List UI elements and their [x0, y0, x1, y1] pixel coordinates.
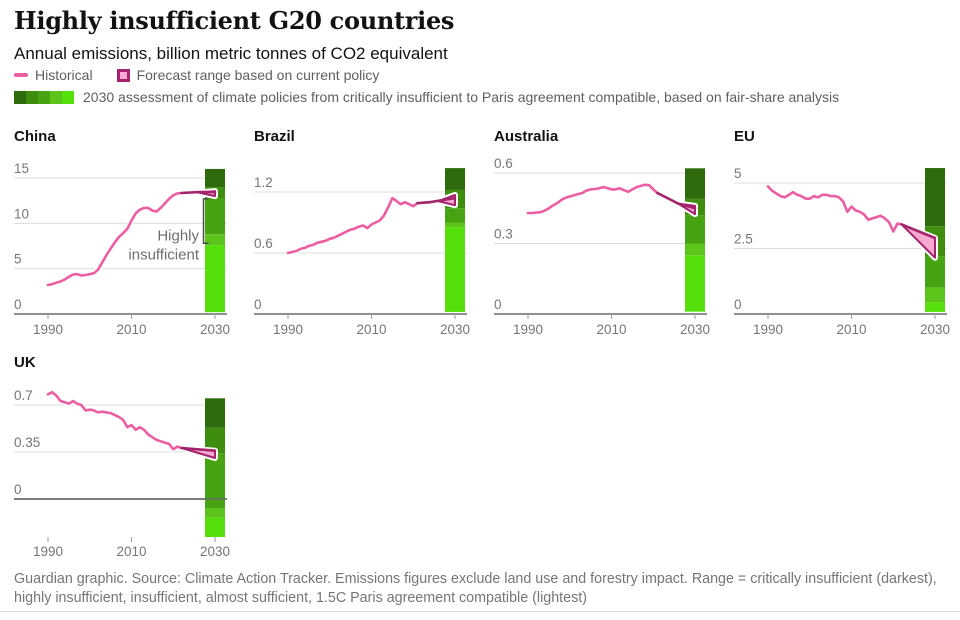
chart-plot: 0 0.3 0.6 1990 2010 2030 — [494, 158, 710, 337]
svg-text:2030: 2030 — [200, 322, 230, 337]
svg-text:0.3: 0.3 — [494, 227, 513, 242]
forecast-line — [656, 191, 697, 210]
historical-line — [46, 191, 183, 287]
assessment-bar-segment — [205, 234, 225, 246]
svg-text:0: 0 — [14, 297, 22, 312]
page-subtitle: Annual emissions, billion metric tonnes … — [14, 44, 448, 63]
chart-plot: 0 0.6 1.2 1990 2010 2030 — [254, 168, 470, 337]
assessment-bar-segment — [445, 227, 465, 312]
forecast-line — [900, 223, 937, 240]
svg-text:2030: 2030 — [440, 322, 470, 337]
svg-text:5: 5 — [734, 166, 742, 181]
legend-forecast-label: Forecast range based on current policy — [136, 67, 380, 83]
assessment-bar-segment — [445, 168, 465, 190]
annotation-line1: Highly — [157, 227, 199, 244]
svg-text:2010: 2010 — [596, 322, 626, 337]
historical-line — [526, 183, 659, 215]
svg-text:2010: 2010 — [356, 322, 386, 337]
chart-australia: Australia 0 0.3 0.6 1990 2010 2030 — [494, 128, 712, 344]
chart-title: China — [14, 128, 56, 145]
svg-text:15: 15 — [14, 161, 29, 176]
bottom-divider — [0, 611, 960, 612]
assessment-bar-segment — [445, 222, 465, 228]
svg-text:2010: 2010 — [836, 322, 866, 337]
svg-text:0.35: 0.35 — [14, 435, 40, 450]
forecast-range-swatch — [116, 68, 130, 82]
svg-text:0.6: 0.6 — [254, 236, 273, 251]
chart-plot: 0 0.35 0.7 1990 2010 2030 — [14, 388, 230, 559]
assessment-bar-segment — [445, 208, 465, 223]
assessment-bar-segment — [685, 168, 705, 199]
svg-text:0: 0 — [734, 297, 742, 312]
assessment-bar-segment — [205, 453, 225, 509]
assessment-bar-segment — [205, 197, 225, 235]
svg-text:1.2: 1.2 — [254, 175, 273, 190]
svg-text:1990: 1990 — [753, 322, 783, 337]
chart-plot: 0 5 10 15 1990 2010 2030 Highly insufficient — [14, 161, 230, 337]
svg-text:2030: 2030 — [200, 544, 230, 559]
forecast-line — [180, 190, 217, 195]
svg-text:0.6: 0.6 — [494, 158, 513, 171]
svg-text:0: 0 — [494, 297, 502, 312]
svg-text:0.7: 0.7 — [14, 388, 33, 403]
svg-text:1990: 1990 — [33, 322, 63, 337]
svg-text:0: 0 — [14, 482, 22, 497]
chart-title: Australia — [494, 128, 559, 145]
assessment-bar-segment — [925, 256, 945, 288]
legend-historical-label: Historical — [35, 67, 93, 83]
chart-uk: UK 0 0.35 0.7 1990 2010 2030 — [14, 354, 232, 580]
assessment-bar-segment — [205, 517, 225, 538]
page-title: Highly insufficient G20 countries — [14, 6, 455, 35]
assessment-bar-segment — [205, 508, 225, 518]
chart-title: EU — [734, 128, 755, 145]
svg-text:0: 0 — [254, 297, 262, 312]
historical-line — [286, 196, 419, 255]
svg-text:2030: 2030 — [920, 322, 950, 337]
svg-text:2010: 2010 — [116, 544, 146, 559]
assessment-bar-segment — [205, 245, 225, 313]
forecast-line — [416, 196, 457, 205]
svg-text:2010: 2010 — [116, 322, 146, 337]
assessment-bar-segment — [925, 287, 945, 303]
source-note: Guardian graphic. Source: Climate Action… — [14, 571, 937, 606]
chart-plot: 0 2.5 5 1990 2010 2030 — [734, 166, 950, 337]
svg-text:2.5: 2.5 — [734, 232, 753, 247]
assessment-bar-segment — [925, 302, 945, 312]
svg-text:1990: 1990 — [33, 544, 63, 559]
assessment-bar-segment — [685, 255, 705, 312]
historical-line — [766, 185, 903, 233]
assessment-bar-segment — [925, 168, 945, 227]
historical-line — [46, 390, 183, 451]
svg-text:1990: 1990 — [513, 322, 543, 337]
forecast-line — [180, 446, 217, 452]
assessment-bar-segment — [205, 398, 225, 428]
svg-text:2030: 2030 — [680, 322, 710, 337]
assessment-gradient-swatch — [14, 90, 74, 104]
svg-text:10: 10 — [14, 206, 29, 221]
chart-title: UK — [14, 354, 36, 371]
historical-line-swatch — [14, 73, 28, 77]
chart-eu: EU 0 2.5 5 1990 2010 2030 — [734, 128, 952, 344]
annotation-line2: insufficient — [128, 246, 199, 263]
svg-text:5: 5 — [14, 252, 22, 267]
svg-text:1990: 1990 — [273, 322, 303, 337]
assessment-bar-segment — [205, 168, 225, 188]
legend-assessment-label: 2030 assessment of climate policies from… — [83, 89, 840, 105]
legend-row-lines: Historical Forecast range based on curre… — [14, 67, 379, 83]
assessment-bar-segment — [205, 427, 225, 454]
assessment-bar-segment — [685, 243, 705, 256]
assessment-bar-segment — [685, 215, 705, 244]
chart-brazil: Brazil 0 0.6 1.2 1990 2010 2030 — [254, 128, 472, 344]
chart-title: Brazil — [254, 128, 295, 145]
range-bracket — [202, 198, 209, 245]
legend-row-assessment: 2030 assessment of climate policies from… — [14, 89, 839, 105]
chart-china: China 0 5 10 15 1990 2010 2030 Highly insufficien… — [14, 128, 232, 344]
